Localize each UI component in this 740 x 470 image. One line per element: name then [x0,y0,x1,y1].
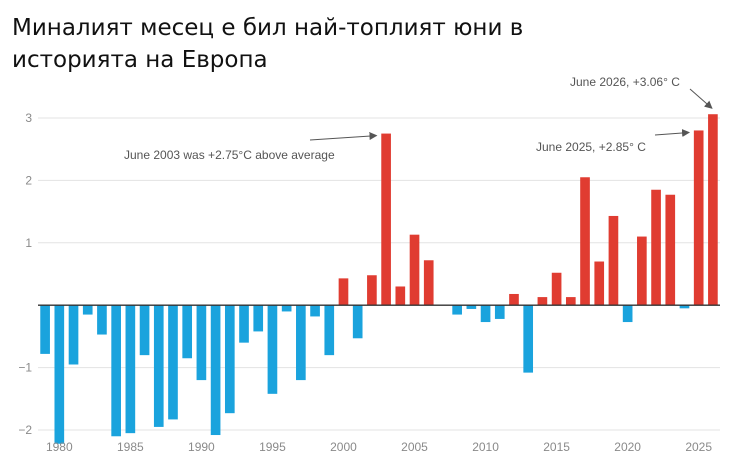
bar-2021 [637,236,647,306]
y-tick-label: −1 [18,361,32,375]
bar-1988 [168,305,178,420]
bar-2022 [651,189,661,306]
bar-2004 [395,286,406,306]
bar-1982 [82,305,93,315]
x-tick-label: 1985 [117,440,144,454]
axes: −2 −1 1 2 3 1980 1985 1990 1995 2000 2005 2010 2015 2… [18,111,720,454]
bar-1986 [139,305,150,356]
bar-1994 [253,305,264,332]
bar-2020 [622,305,633,323]
bar-1985 [125,305,136,434]
bar-2002 [367,275,377,306]
annotation-june-2025-arrow [654,128,691,137]
chart-title-line-2: историята на Европа [12,47,268,73]
annotation-june-2025: June 2025, +2.85° C [536,140,646,154]
bar-1984 [111,305,121,437]
x-tick-label: 1990 [188,440,215,454]
annotation-june-2003-arrow [309,132,378,141]
bar-1980 [54,305,65,444]
chart-title: Миналият месец е бил най-топлият юни в и… [12,12,612,76]
bar-2026 [708,114,718,306]
bar-2014 [537,297,548,306]
bar-2011 [494,305,505,319]
x-tick-label: 2005 [401,440,428,454]
bar-1990 [196,305,207,381]
chart-title-line-1: Миналият месец е бил най-топлият юни в [12,15,524,41]
annotation-june-2026-arrow [689,88,713,109]
bar-2019 [608,215,619,306]
y-tick-label: 1 [25,236,32,250]
bar-1992 [224,305,235,414]
bar-2010 [480,305,491,323]
bar-1997 [296,305,306,381]
bar-1987 [153,305,164,427]
bar-2009 [466,305,477,309]
bar-2023 [665,194,676,306]
bars [40,114,718,444]
x-tick-label: 2015 [543,440,570,454]
bar-2000 [338,278,349,306]
bar-1989 [182,305,193,359]
x-tick-label: 1995 [259,440,286,454]
bar-2003 [381,133,391,306]
y-tick-label: 2 [25,173,32,187]
bar-2024 [679,305,690,309]
bar-1981 [68,305,79,365]
bar-2017 [580,177,590,306]
annotation-june-2026: June 2026, +3.06° C [570,75,680,89]
y-tick-label: 3 [25,111,32,125]
y-tick-label: −2 [18,423,32,437]
bar-1979 [40,305,50,354]
x-tick-label: 2010 [472,440,499,454]
bar-2025 [693,130,704,306]
bar-2018 [594,261,605,306]
bar-1983 [97,305,107,335]
bar-2008 [452,305,462,315]
bar-2006 [423,260,434,306]
x-tick-label: 2025 [685,440,712,454]
bar-1998 [310,305,320,317]
bar-1999 [324,305,335,356]
bar-2016 [565,297,576,306]
bar-1995 [267,305,278,394]
bar-1996 [281,305,292,312]
bar-2005 [409,234,420,306]
annotation-june-2003: June 2003 was +2.75°C above average [124,148,335,162]
x-tick-label: 2000 [330,440,357,454]
bar-1991 [210,305,221,436]
x-tick-label: 1980 [46,440,73,454]
annotations: June 2003 was +2.75°C above average June … [124,75,713,162]
x-tick-label: 2020 [614,440,641,454]
bar-1993 [239,305,249,343]
bar-2001 [352,305,363,339]
bar-2013 [523,305,534,373]
bar-2012 [509,293,519,306]
bar-2015 [551,272,562,306]
